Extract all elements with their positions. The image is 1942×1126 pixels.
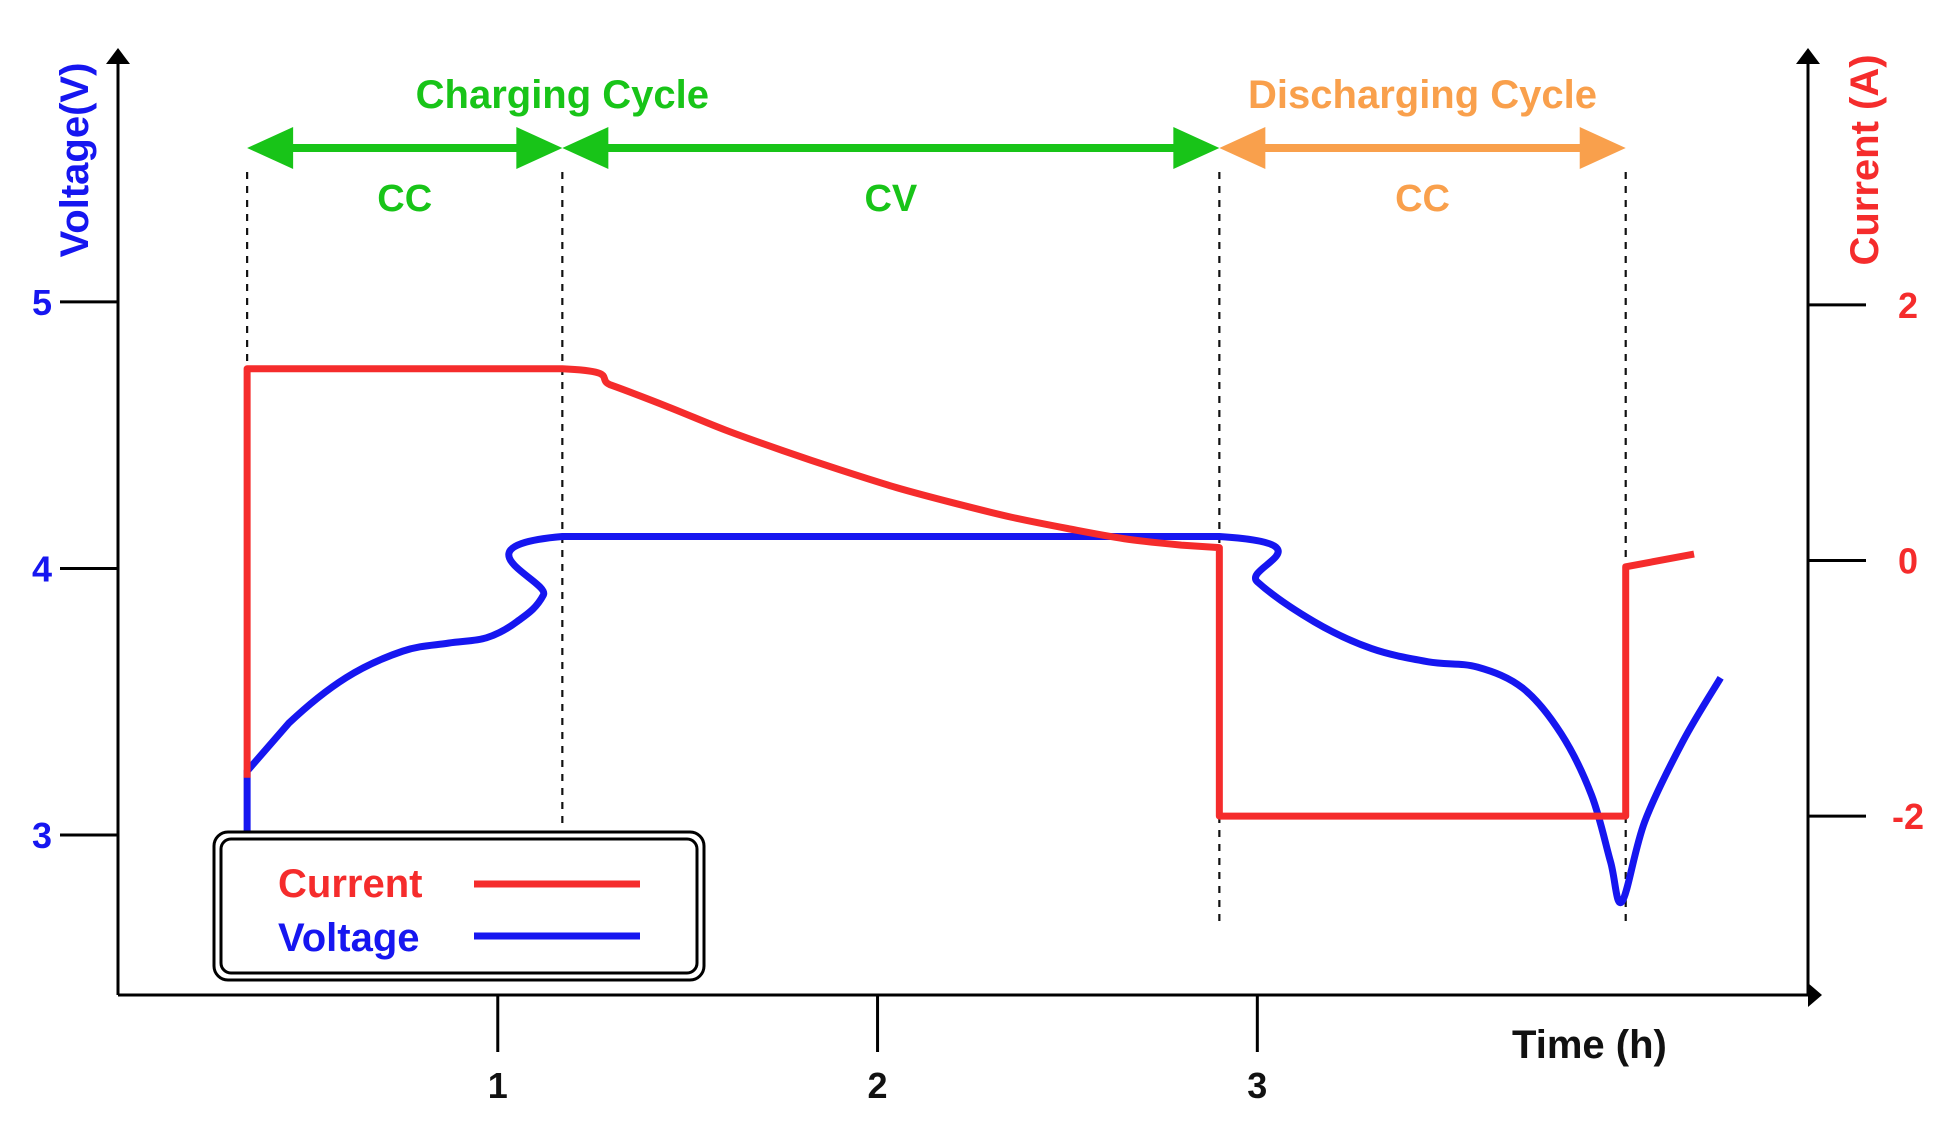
y-left-axis-title: Voltage(V) — [53, 63, 97, 258]
phase-label-2: CC — [1395, 178, 1450, 220]
phase-label-1: CV — [864, 178, 917, 220]
x-axis-arrow — [1808, 983, 1822, 1007]
group-label-0: Charging Cycle — [416, 73, 709, 117]
y-right-tick-label-0: -2 — [1892, 796, 1924, 837]
phase-arrow-head-right-2 — [1579, 127, 1626, 169]
phase-arrow-head-right-0 — [516, 127, 563, 169]
x-tick-label-0: 1 — [488, 1065, 508, 1106]
ticks-layer: 1 2 3 3 4 5 -2 0 2 — [32, 282, 1924, 1106]
phase-arrow-head-right-1 — [1173, 127, 1220, 169]
legend-label-voltage: Voltage — [278, 916, 420, 960]
legend-label-current: Current — [278, 862, 422, 906]
legend-frame-outer — [212, 830, 706, 982]
y-left-tick-label-2: 5 — [32, 282, 52, 323]
group-label-1: Discharging Cycle — [1248, 73, 1597, 117]
y-left-tick-label-1: 4 — [32, 548, 52, 589]
phase-guides — [246, 172, 1627, 925]
x-axis-title: Time (h) — [1512, 1023, 1667, 1067]
phase-arrow-head-left-0 — [247, 127, 294, 169]
legend: Current Voltage — [212, 830, 706, 982]
y-right-tick-label-2: 2 — [1898, 285, 1918, 326]
y-left-axis-arrow — [106, 48, 130, 64]
phase-arrow-head-left-1 — [562, 127, 609, 169]
phase-arrow-head-left-2 — [1219, 127, 1266, 169]
phase-label-0: CC — [377, 178, 432, 220]
series-line-current — [243, 365, 1695, 820]
y-left-tick-label-0: 3 — [32, 815, 52, 856]
x-tick-label-2: 3 — [1247, 1065, 1267, 1106]
legend-frame-inner — [219, 837, 699, 975]
y-right-axis-arrow — [1796, 48, 1820, 64]
y-right-tick-label-1: 0 — [1898, 540, 1918, 581]
phase-annotations: CC CV CC Charging Cycle Discharging Cycle — [247, 73, 1626, 220]
series-layer — [243, 365, 1724, 907]
y-right-axis-title: Current (A) — [1843, 54, 1887, 265]
x-tick-label-1: 2 — [868, 1065, 888, 1106]
series-line-voltage — [243, 532, 1724, 907]
